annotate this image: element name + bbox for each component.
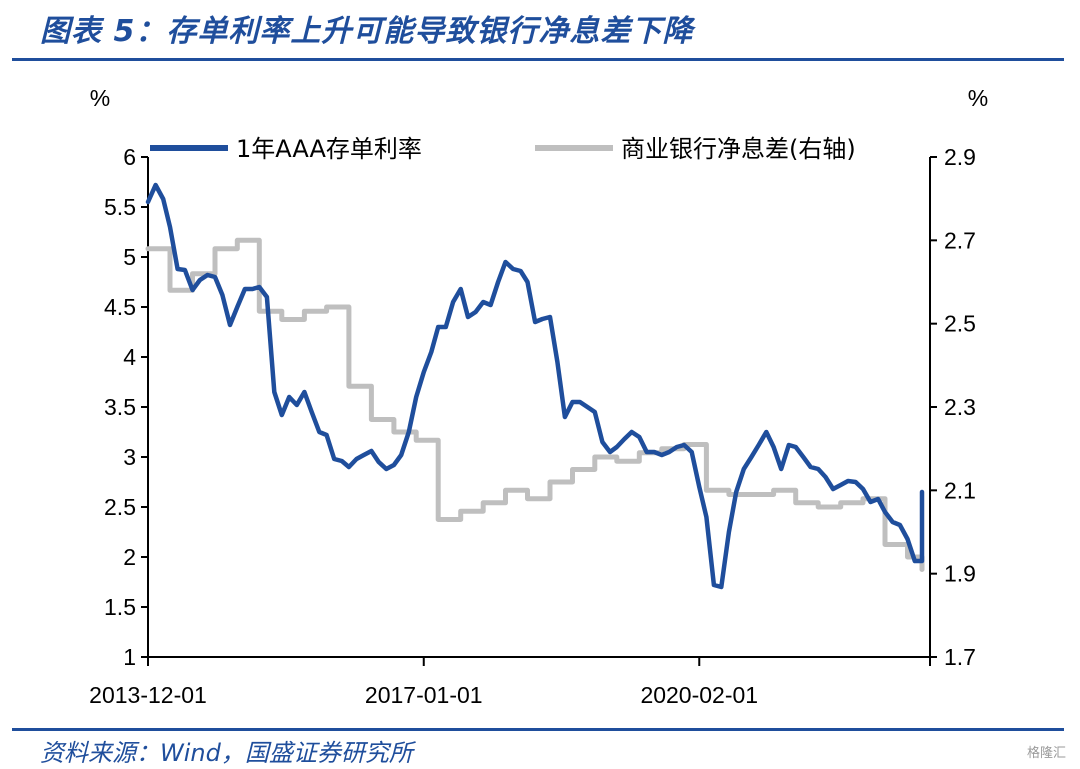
series-line-cd-rate <box>145 182 925 590</box>
watermark: 格隆汇 <box>1026 746 1066 761</box>
right-axis-unit: % <box>968 85 988 111</box>
chart-axes: 1 1.5 2 2.5 3 3.5 4 4.5 5 5.5 6 1.7 1.9 2.1 2.3 2.5 2.7 2… <box>89 85 988 708</box>
source-note: 资料来源：Wind，国盛证券研究所 <box>40 739 413 767</box>
left-tick-label: 3.5 <box>104 394 136 420</box>
left-tick-label: 4 <box>123 344 136 370</box>
left-tick-label: 2 <box>123 544 136 570</box>
legend-label-net-interest-margin: 商业银行净息差(右轴) <box>621 135 856 163</box>
title-divider <box>12 58 1064 61</box>
right-tick-label: 2.3 <box>944 394 976 420</box>
x-tick-label: 2013-12-01 <box>89 682 207 708</box>
right-tick-label: 2.7 <box>944 227 976 253</box>
right-tick-label: 2.5 <box>944 311 976 337</box>
x-tick-label: 2017-01-01 <box>365 682 483 708</box>
right-tick-label: 1.7 <box>944 644 976 670</box>
left-tick-label: 1.5 <box>104 594 136 620</box>
left-tick-label: 6 <box>123 144 136 170</box>
left-tick-label: 5.5 <box>104 194 136 220</box>
series-line-net-interest-margin <box>145 237 925 572</box>
left-axis-unit: % <box>90 85 110 111</box>
left-tick-label: 5 <box>123 244 136 270</box>
x-tick-label: 2020-02-01 <box>640 682 758 708</box>
left-tick-label: 4.5 <box>104 294 136 320</box>
chart-legend: 1年AAA存单利率 商业银行净息差(右轴) <box>150 135 856 163</box>
left-tick-label: 1 <box>123 644 136 670</box>
left-tick-label: 2.5 <box>104 494 136 520</box>
left-tick-label: 3 <box>123 444 136 470</box>
source-divider <box>12 728 1064 731</box>
chart-series <box>145 182 925 590</box>
legend-label-cd-rate: 1年AAA存单利率 <box>236 135 422 163</box>
right-tick-label: 2.1 <box>944 477 976 503</box>
right-tick-label: 2.9 <box>944 144 976 170</box>
right-tick-label: 1.9 <box>944 561 976 587</box>
page-title: 图表 5：存单利率上升可能导致银行净息差下降 <box>40 14 694 49</box>
